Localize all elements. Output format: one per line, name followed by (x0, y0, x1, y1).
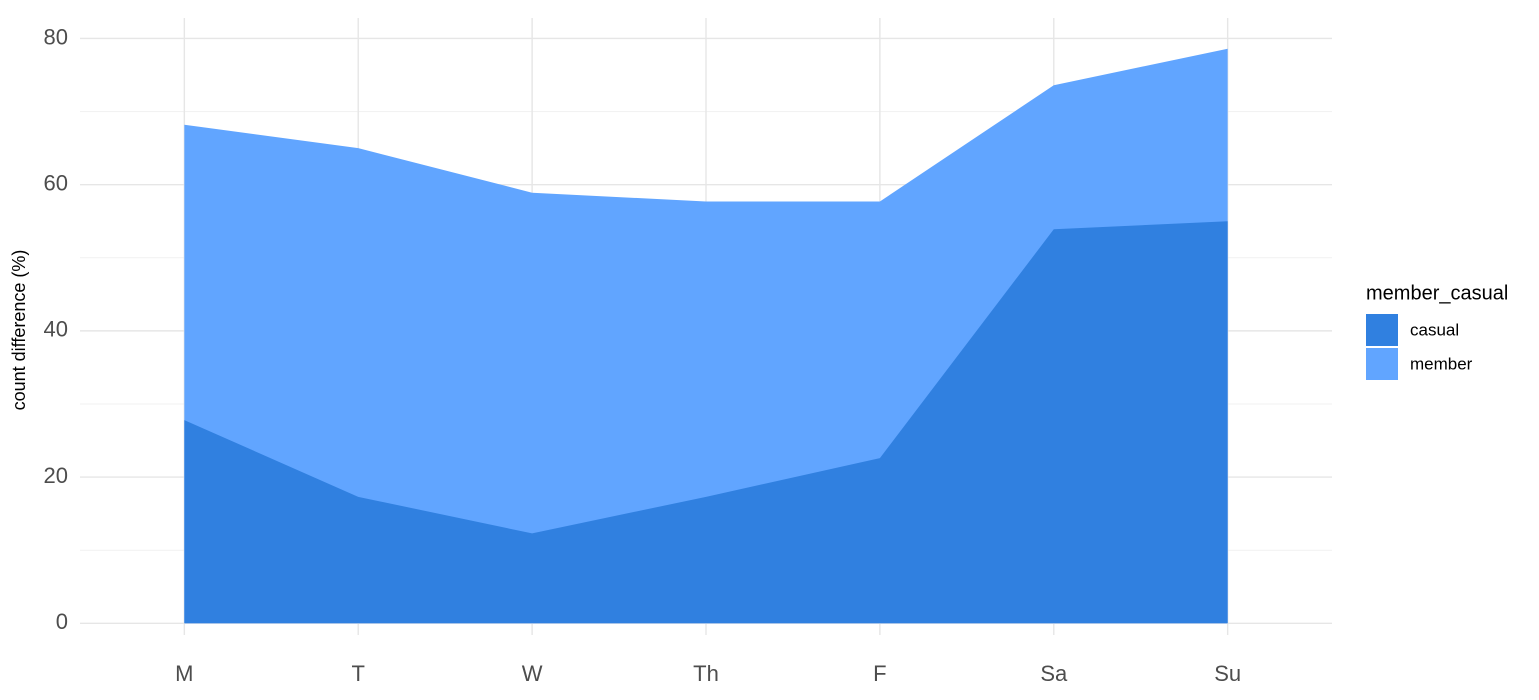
y-tick-label: 40 (44, 317, 68, 342)
x-tick-label: M (175, 661, 193, 686)
legend-label: member (1410, 354, 1473, 373)
legend-title: member_casual (1366, 282, 1508, 304)
x-tick-label: T (351, 661, 364, 686)
y-tick-label: 60 (44, 170, 68, 195)
y-tick-label: 0 (56, 609, 68, 634)
x-tick-label: W (522, 661, 543, 686)
y-axis-title: count difference (%) (9, 250, 29, 411)
y-tick-label: 80 (44, 24, 68, 49)
x-tick-label: Th (693, 661, 719, 686)
legend-key (1366, 314, 1398, 346)
x-tick-label: F (873, 661, 886, 686)
legend-key (1366, 348, 1398, 380)
area (184, 221, 1228, 624)
y-tick-label: 20 (44, 463, 68, 488)
legend-label: casual (1410, 320, 1459, 339)
x-tick-label: Su (1214, 661, 1241, 686)
x-tick-label: Sa (1040, 661, 1068, 686)
